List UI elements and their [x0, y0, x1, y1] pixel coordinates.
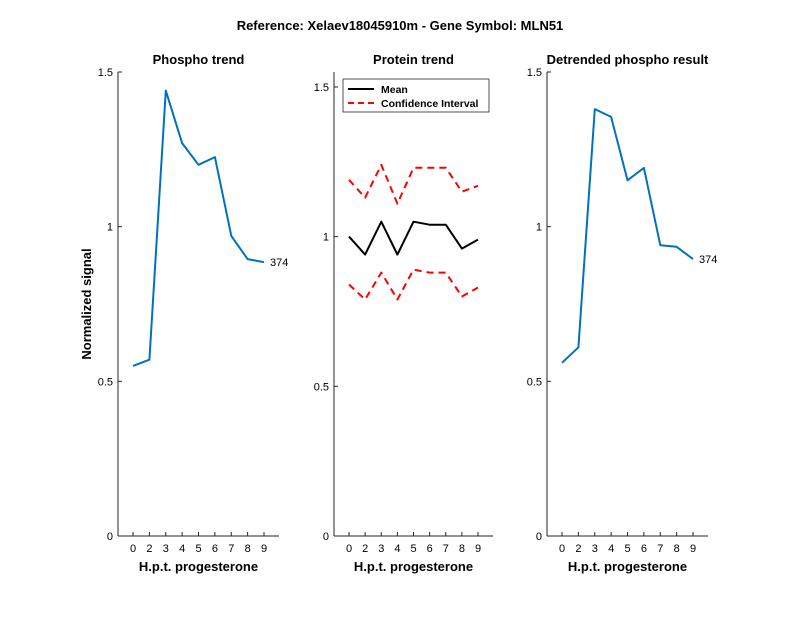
x-tick-label: 4	[608, 543, 614, 555]
y-axis-label: Normalized signal	[79, 248, 94, 359]
panel-phospho-trend: Phospho trend H.p.t. progesterone Normal…	[79, 52, 288, 574]
series-line-1	[561, 108, 694, 364]
x-tick-label: 9	[690, 543, 696, 555]
y-tick-label: 1	[323, 232, 329, 244]
x-tick-label: 7	[657, 543, 663, 555]
x-tick-label: 7	[228, 543, 234, 555]
x-tick-label: 7	[443, 543, 449, 555]
y-tick-label: 0.5	[527, 376, 542, 388]
series-line-1	[132, 89, 265, 367]
plot-area: 374	[561, 108, 717, 364]
x-tick-label: 3	[378, 543, 384, 555]
y-tick-label: 0.5	[314, 381, 329, 393]
series-end-label: 374	[699, 254, 717, 266]
y-tick-label: 0	[107, 531, 113, 543]
x-tick-label: 2	[575, 543, 581, 555]
y-tick-label: 1.5	[527, 67, 542, 79]
plot-area: 374	[132, 89, 288, 367]
x-tick-label: 2	[362, 543, 368, 555]
x-tick-label: 5	[410, 543, 416, 555]
x-tick-label: 9	[475, 543, 481, 555]
y-tick-label: 0	[536, 531, 542, 543]
x-tick-label: 4	[179, 543, 185, 555]
x-tick-label: 3	[592, 543, 598, 555]
x-axis-label: H.p.t. progesterone	[354, 559, 473, 574]
y-tick-label: 1	[536, 222, 542, 234]
axes: 00.511.50 2 3 4 5 6 7 8 9	[314, 72, 493, 555]
axes: 00.511.50 2 3 4 5 6 7 8 9	[98, 67, 279, 555]
figure-title: Reference: Xelaev18045910m - Gene Symbol…	[237, 18, 564, 33]
y-tick-label: 1.5	[98, 67, 113, 79]
x-tick-label: 6	[427, 543, 433, 555]
x-tick-label: 9	[261, 543, 267, 555]
panel-title: Protein trend	[373, 52, 454, 67]
x-tick-label: 6	[641, 543, 647, 555]
plot-area	[348, 163, 479, 301]
legend: Mean Confidence Interval	[342, 78, 490, 113]
y-tick-label: 0	[323, 531, 329, 543]
x-tick-label: 8	[459, 543, 465, 555]
x-tick-label: 3	[163, 543, 169, 555]
x-axis-label: H.p.t. progesterone	[568, 559, 687, 574]
panel-protein-trend: Protein trend H.p.t. progesterone 0 0.5 1 1…	[314, 52, 493, 574]
panel-title: Phospho trend	[153, 52, 245, 67]
series-line-2	[348, 163, 479, 205]
legend-entry-confidence-interval: Confidence Interval	[381, 98, 479, 110]
x-tick-label: 8	[245, 543, 251, 555]
x-tick-label: 5	[195, 543, 201, 555]
x-tick-label: 0	[559, 543, 565, 555]
legend-box	[342, 78, 490, 113]
panel-title: Detrended phospho result	[547, 52, 709, 67]
series-line-3	[348, 268, 479, 301]
series-end-label: 374	[270, 257, 288, 269]
y-tick-label: 0.5	[98, 376, 113, 388]
x-tick-label: 5	[624, 543, 630, 555]
legend-entry-mean: Mean	[381, 84, 408, 96]
axes: 00.511.50 2 3 4 5 6 7 8 9	[527, 67, 708, 555]
x-tick-label: 6	[212, 543, 218, 555]
panel-detrended-phospho-result: Detrended phospho result H.p.t. progeste…	[527, 52, 718, 574]
x-tick-label: 2	[146, 543, 152, 555]
x-tick-label: 0	[130, 543, 136, 555]
series-line-1	[348, 220, 479, 256]
x-tick-label: 4	[394, 543, 400, 555]
y-tick-label: 1	[107, 222, 113, 234]
y-tick-label: 1.5	[314, 82, 329, 94]
x-tick-label: 8	[674, 543, 680, 555]
x-axis-label: H.p.t. progesterone	[139, 559, 258, 574]
x-tick-label: 0	[346, 543, 352, 555]
